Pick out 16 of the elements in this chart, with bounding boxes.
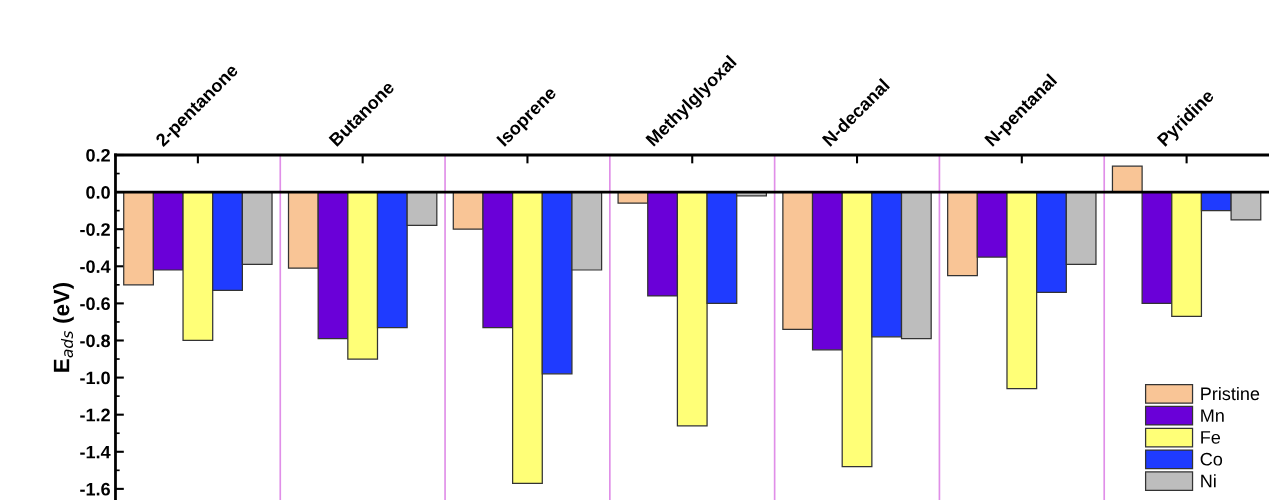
y-tick-label: -1.0 (80, 371, 110, 385)
y-tick-label: 0.0 (86, 186, 110, 199)
y-tick-label: -0.8 (80, 334, 111, 348)
y-tick-label: -1.4 (80, 445, 111, 459)
y-tick-label: -1.6 (80, 482, 110, 496)
legend-label: Ni (1201, 474, 1216, 488)
y-axis-title: E$_{ads}$ (eV) (53, 282, 74, 372)
legend-label: Fe (1201, 431, 1221, 444)
y-tick-label: -0.6 (80, 297, 110, 311)
y-tick-label: -1.2 (80, 408, 110, 422)
y-tick-label: 0.2 (86, 148, 110, 162)
legend-label: Co (1200, 452, 1223, 466)
legend-label: Mn (1201, 409, 1224, 422)
legend-label: Pristine (1201, 386, 1260, 401)
y-tick-label: -0.2 (80, 223, 110, 236)
y-tick-label: -0.4 (80, 260, 111, 274)
